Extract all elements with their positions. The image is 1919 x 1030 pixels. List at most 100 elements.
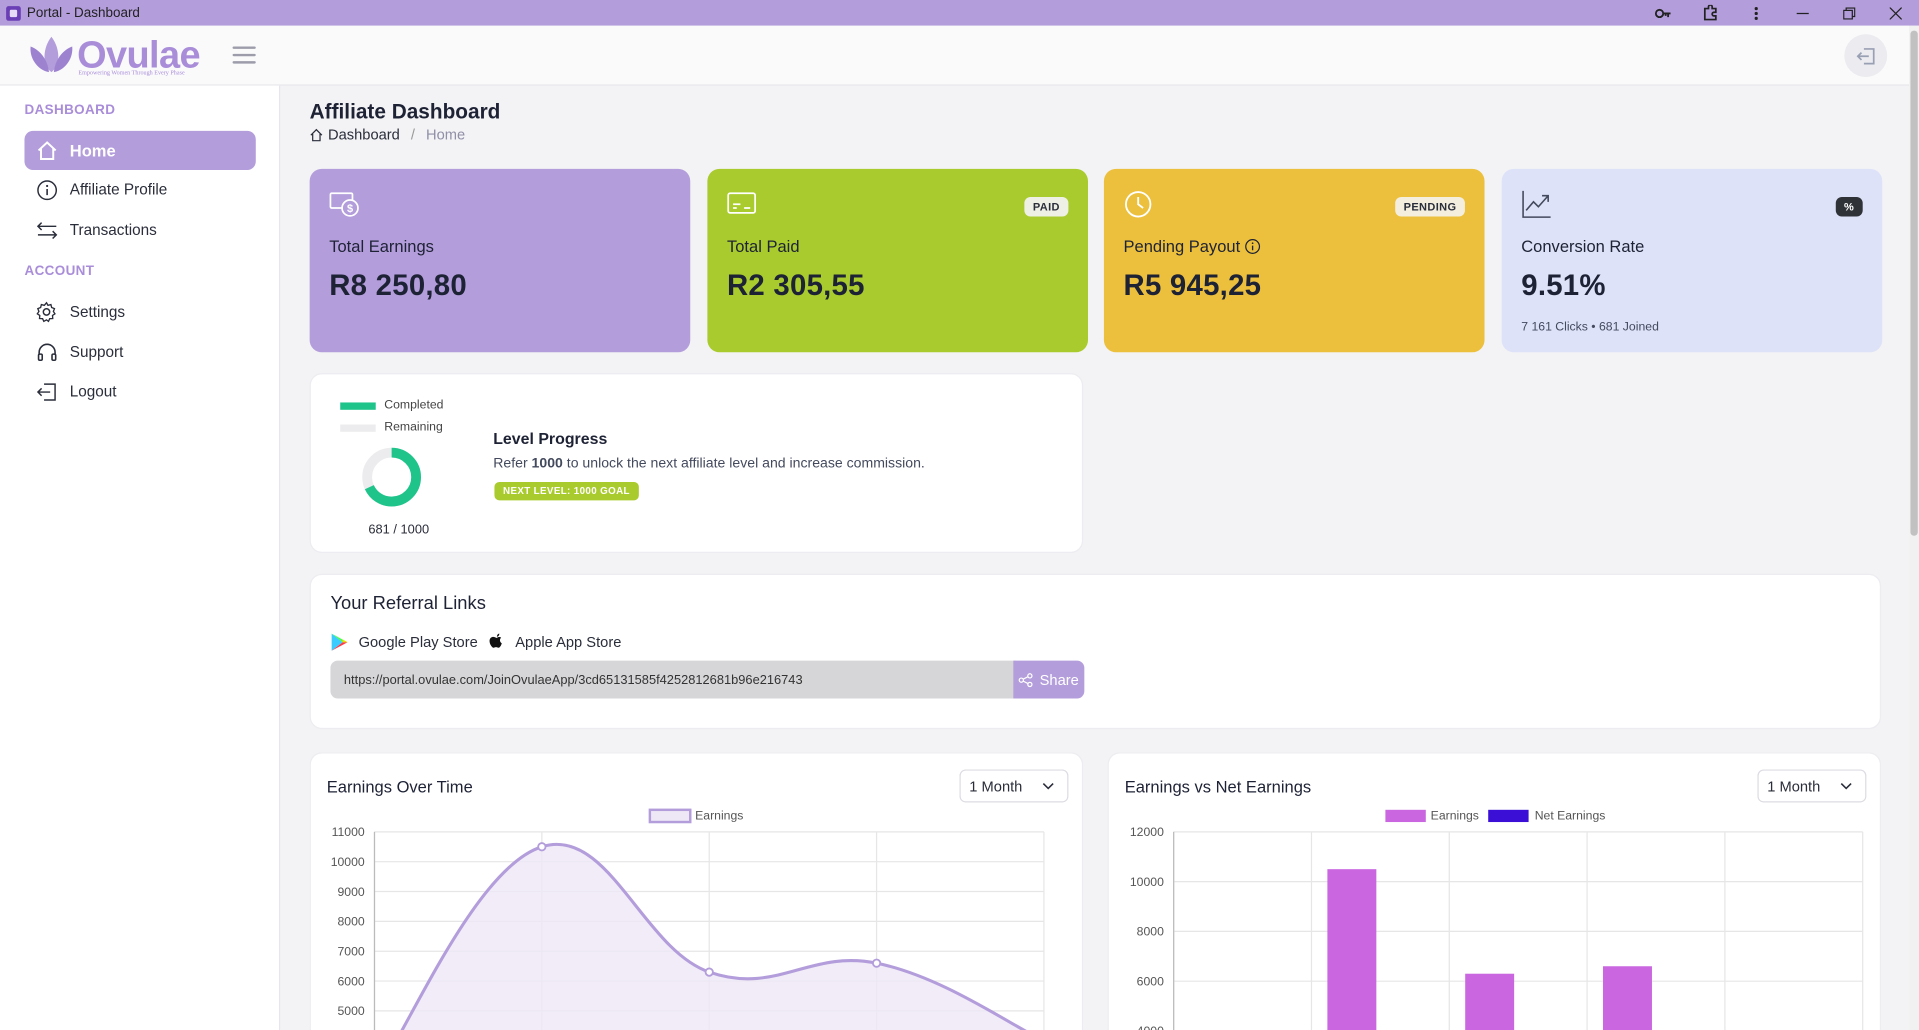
info-icon [35, 179, 57, 201]
level-progress-description: Refer 1000 to unlock the next affiliate … [493, 456, 925, 471]
y-tick-label: 6000 [1137, 974, 1164, 988]
earnings-bar [1327, 869, 1377, 1030]
app-icon [6, 5, 21, 21]
pending-payout-card: PENDING Pending Payout R5 945,25 [1103, 168, 1485, 353]
sidebar-section-account: ACCOUNT [24, 264, 95, 279]
share-label: Share [1039, 670, 1079, 689]
logo-tagline: Empowering Women Through Every Phase [78, 70, 185, 78]
card-payment-icon [727, 190, 756, 219]
window-title: Portal - Dashboard [26, 5, 140, 21]
minimize-icon[interactable] [1779, 0, 1826, 26]
period-select[interactable]: 1 Month [1757, 769, 1867, 803]
more-vertical-icon[interactable] [1733, 0, 1780, 26]
google-play-link[interactable]: Google Play Store [330, 632, 478, 652]
chart-title: Earnings vs Net Earnings [1124, 778, 1312, 797]
conversion-rate-card: % Conversion Rate 9.51% 7 161 Clicks • 6… [1501, 168, 1883, 353]
sidebar-item-home[interactable]: Home [24, 130, 256, 171]
total-earnings-card: $ Total Earnings R8 250,80 [309, 168, 691, 353]
referral-links-panel: Your Referral Links Google Play Store Ap… [309, 573, 1882, 730]
page-title: Affiliate Dashboard [309, 100, 501, 124]
trend-up-icon [1521, 190, 1551, 219]
earnings-line [400, 842, 1027, 1030]
sidebar-item-affiliate-profile[interactable]: Affiliate Profile [24, 170, 255, 209]
sidebar-item-transactions[interactable]: Transactions [24, 210, 255, 249]
period-select[interactable]: 1 Month [959, 769, 1069, 803]
sidebar-item-label: Settings [69, 303, 126, 321]
key-icon[interactable] [1640, 0, 1687, 26]
referral-link-input[interactable]: https://portal.ovulae.com/JoinOvulaeApp/… [330, 660, 1016, 699]
lotus-icon [30, 36, 73, 73]
y-tick-label: 7000 [338, 945, 365, 959]
apple-icon [489, 633, 502, 648]
card-label: Total Paid [726, 237, 800, 256]
y-tick-label: 12000 [1130, 825, 1164, 839]
logout-icon [1855, 47, 1874, 64]
chevron-down-icon [1042, 782, 1054, 790]
close-icon[interactable] [1872, 0, 1919, 26]
earnings-bar-chart: Earnings Net Earnings 4000 6000 8000 10000 120… [1130, 809, 1864, 1030]
earnings-bar [1465, 973, 1515, 1030]
y-tick-label: 6000 [338, 974, 365, 988]
card-value: R8 250,80 [329, 269, 467, 303]
card-value: 9.51% [1521, 269, 1606, 303]
headset-icon [35, 341, 57, 363]
sidebar-item-support[interactable]: Support [24, 333, 255, 372]
sidebar-section-dashboard: DASHBOARD [24, 102, 116, 118]
y-tick-label: 4000 [1137, 1024, 1164, 1030]
sidebar-item-settings[interactable]: Settings [24, 292, 255, 331]
home-icon [35, 139, 57, 161]
legend-earnings-swatch [1385, 809, 1426, 823]
chart-title: Earnings Over Time [326, 778, 473, 797]
period-select-value: 1 Month [969, 777, 1023, 795]
y-tick-label: 10000 [331, 855, 365, 869]
chart-legend: Earnings [648, 808, 743, 824]
share-button[interactable]: Share [1013, 660, 1085, 699]
chart-legend: Earnings Net Earnings [1385, 809, 1605, 823]
card-label: Pending Payout [1123, 237, 1241, 256]
extensions-icon[interactable] [1686, 0, 1733, 26]
level-progress-title: Level Progress [493, 429, 608, 448]
logout-icon [35, 380, 57, 402]
legend-completed[interactable]: Completed [340, 399, 443, 412]
legend-remaining-swatch [340, 423, 376, 432]
desc-prefix: Refer [493, 456, 532, 471]
legend-remaining[interactable]: Remaining [340, 421, 443, 434]
data-point [871, 958, 882, 968]
y-tick-label: 11000 [332, 825, 365, 839]
arrows-icon [35, 219, 57, 241]
total-paid-card: PAID Total Paid R2 305,55 [707, 168, 1089, 353]
referral-title: Your Referral Links [330, 593, 486, 615]
y-tick-label: 10000 [1130, 875, 1164, 889]
card-label-row: Pending Payout [1123, 237, 1261, 256]
period-select-value: 1 Month [1767, 777, 1821, 795]
breadcrumb: Dashboard / Home [310, 125, 466, 144]
sidebar: DASHBOARD Home Affiliate Profile Transac… [0, 85, 281, 1030]
y-tick-label: 8000 [1137, 925, 1164, 939]
sidebar-item-label: Support [69, 343, 124, 361]
scrollbar-thumb[interactable] [1910, 30, 1918, 536]
earnings-area [402, 844, 1024, 1030]
card-subtext: 7 161 Clicks • 681 Joined [1521, 320, 1659, 334]
legend-completed-label: Completed [384, 398, 444, 413]
sidebar-item-label: Transactions [69, 221, 157, 239]
menu-toggle-icon[interactable] [232, 46, 256, 64]
money-icon: $ [329, 190, 359, 219]
logo-text: Ovulae [77, 33, 200, 76]
legend-earnings-label: Earnings [695, 809, 743, 823]
header-logout-button[interactable] [1844, 34, 1888, 78]
apple-store-link[interactable]: Apple App Store [488, 632, 621, 652]
top-header: Ovulae Empowering Women Through Every Ph… [0, 25, 1910, 86]
card-label: Conversion Rate [1521, 237, 1645, 256]
legend-completed-swatch [340, 401, 376, 410]
sidebar-item-logout[interactable]: Logout [24, 372, 255, 411]
info-icon[interactable] [1245, 239, 1261, 255]
restore-icon[interactable] [1826, 0, 1873, 26]
earnings-line-chart: Earnings 5000 6000 7000 8000 9000 10000 11000 [331, 808, 1045, 1030]
desc-goal: 1000 [531, 456, 563, 471]
card-value: R5 945,25 [1123, 269, 1262, 303]
legend-net-swatch [1488, 809, 1529, 823]
breadcrumb-current: Home [425, 125, 466, 144]
ovulae-logo[interactable]: Ovulae Empowering Women Through Every Ph… [28, 33, 218, 79]
breadcrumb-dashboard-link[interactable]: Dashboard [327, 125, 400, 144]
page-scrollbar[interactable] [1909, 25, 1919, 1030]
